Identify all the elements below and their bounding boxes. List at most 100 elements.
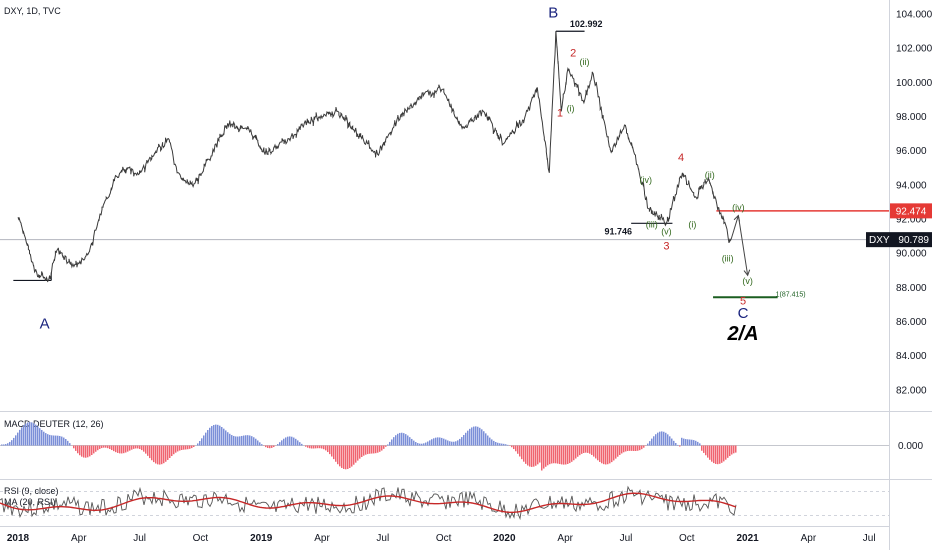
- macd-bar: [169, 445, 171, 459]
- macd-bar: [105, 445, 107, 448]
- projection-arrows: [733, 214, 751, 277]
- macd-bar: [499, 443, 501, 446]
- macd-bar: [345, 445, 347, 470]
- price-annotation: 1(87.415): [776, 291, 806, 298]
- macd-bar: [461, 437, 463, 446]
- time-tick-label: Jul: [133, 533, 146, 544]
- macd-bar: [577, 445, 579, 457]
- macd-bar: [251, 436, 253, 446]
- price-tick-label: 94.000: [896, 180, 927, 191]
- macd-bar: [121, 445, 123, 454]
- macd-bar: [63, 437, 65, 446]
- macd-bar: [573, 445, 575, 461]
- macd-bar: [391, 439, 393, 446]
- macd-bar: [283, 438, 285, 446]
- macd-bar: [213, 424, 215, 446]
- macd-bar: [401, 432, 403, 446]
- macd-bar: [501, 443, 503, 446]
- macd-bar: [189, 445, 191, 449]
- macd-bar: [295, 438, 297, 446]
- macd-bar: [535, 445, 537, 466]
- macd-bar: [47, 434, 49, 446]
- macd-bar: [125, 445, 127, 453]
- macd-bar: [279, 442, 281, 446]
- macd-bar: [697, 441, 699, 446]
- price-tick-label: 86.000: [896, 317, 927, 328]
- macd-histogram: [1, 422, 737, 471]
- macd-bar: [551, 445, 553, 464]
- macd-bar: [413, 440, 415, 446]
- macd-bar: [315, 445, 317, 449]
- macd-bar: [59, 435, 61, 446]
- macd-bar: [603, 445, 605, 465]
- macd-bar: [207, 430, 209, 446]
- macd-bar: [637, 445, 639, 451]
- macd-bar: [209, 427, 211, 446]
- macd-bar: [681, 437, 683, 446]
- macd-bar: [493, 440, 495, 446]
- macd-bar: [5, 444, 7, 446]
- macd-bar: [561, 445, 563, 465]
- macd-bar: [55, 435, 57, 446]
- macd-bar: [31, 422, 33, 446]
- macd-bar: [669, 436, 671, 446]
- macd-bar: [69, 443, 71, 446]
- macd-bar: [57, 435, 59, 446]
- macd-bar: [335, 445, 337, 462]
- time-tick-label: Jul: [863, 533, 876, 544]
- macd-zero-label: 0.000: [898, 441, 923, 452]
- macd-bar: [223, 428, 225, 446]
- macd-bar: [297, 440, 299, 446]
- macd-bar: [727, 445, 729, 458]
- macd-bar: [703, 445, 705, 453]
- svg-text:92.474: 92.474: [896, 206, 927, 217]
- macd-bar: [521, 445, 523, 460]
- price-axis[interactable]: 104.000 102.000 100.000 98.000 96.000 94.000 9…: [896, 10, 932, 397]
- macd-bar: [133, 445, 135, 449]
- macd-bar: [199, 441, 201, 446]
- macd-bar: [683, 438, 685, 446]
- macd-bar: [221, 427, 223, 446]
- macd-bar: [423, 443, 425, 446]
- macd-bar: [355, 445, 357, 463]
- macd-bar: [663, 431, 665, 446]
- macd-bar: [411, 438, 413, 446]
- macd-bar: [589, 445, 591, 454]
- macd-bar: [465, 432, 467, 446]
- macd-bar: [443, 438, 445, 446]
- macd-bar: [541, 445, 543, 471]
- macd-bar: [359, 445, 361, 459]
- macd-bar: [555, 445, 557, 464]
- macd-bar: [109, 445, 111, 450]
- svg-text:DXY: DXY: [869, 235, 890, 246]
- macd-bar: [267, 445, 269, 448]
- macd-bar: [451, 441, 453, 446]
- macd-bar: [593, 445, 595, 457]
- macd-bar: [147, 445, 149, 456]
- macd-bar: [735, 445, 737, 453]
- macd-bar: [709, 445, 711, 460]
- macd-bar: [245, 435, 247, 446]
- macd-bar: [479, 427, 481, 446]
- macd-bar: [485, 433, 487, 446]
- macd-bar: [385, 445, 387, 447]
- macd-bar: [305, 445, 307, 447]
- macd-bar: [259, 442, 261, 446]
- macd-bar: [61, 436, 63, 446]
- time-axis[interactable]: 2018 Apr Jul Oct 2019 Apr Jul Oct 2020 Apr Jul Oct 2…: [7, 533, 876, 544]
- macd-bar: [633, 445, 635, 451]
- macd-bar: [145, 445, 147, 454]
- macd-bar: [685, 439, 687, 446]
- macd-bar: [437, 437, 439, 446]
- macd-bar: [397, 433, 399, 446]
- macd-bar: [81, 445, 83, 457]
- price-annotations: 102.992 91.746 1(87.415): [570, 19, 806, 298]
- macd-bar: [349, 445, 351, 469]
- macd-bar: [229, 433, 231, 446]
- macd-bar: [689, 439, 691, 446]
- macd-bar: [517, 445, 519, 454]
- macd-bar: [383, 445, 385, 449]
- wave-label: 4: [678, 152, 684, 164]
- rsi-ma-line: [0, 492, 737, 513]
- arrowhead: [733, 214, 741, 222]
